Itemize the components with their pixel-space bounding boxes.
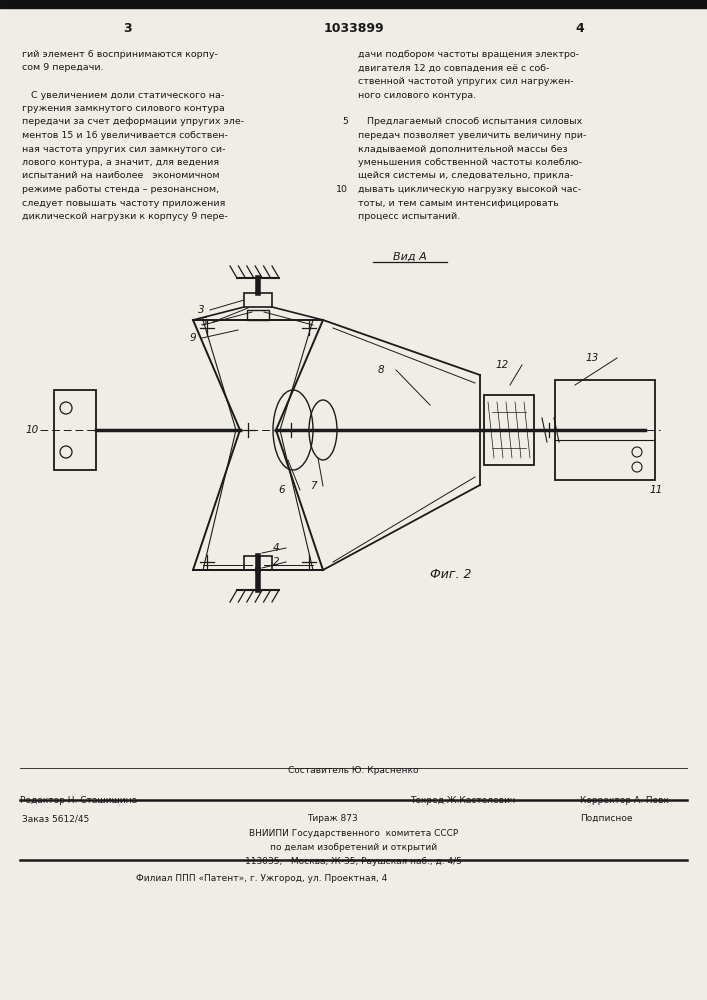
Text: 9: 9 [190, 333, 197, 343]
Text: щейся системы и, следовательно, прикла-: щейся системы и, следовательно, прикла- [358, 172, 573, 180]
Bar [247, 310, 269, 320]
Text: 6: 6 [278, 485, 285, 495]
Text: по делам изобретений и открытий: по делам изобретений и открытий [270, 843, 437, 852]
Text: режиме работы стенда – резонансном,: режиме работы стенда – резонансном, [22, 185, 219, 194]
Text: 7: 7 [310, 481, 317, 491]
Text: 1033899: 1033899 [323, 21, 384, 34]
Text: Заказ 5612/45: Заказ 5612/45 [22, 814, 89, 823]
Text: ВНИИПИ Государственного  комитета СССР: ВНИИПИ Государственного комитета СССР [249, 829, 458, 838]
Text: 3: 3 [198, 305, 204, 315]
Text: диклической нагрузки к корпусу 9 пере-: диклической нагрузки к корпусу 9 пере- [22, 212, 228, 221]
Text: Техред Ж.Кастелевич: Техред Ж.Кастелевич [410, 796, 515, 805]
Text: гружения замкнутого силового контура: гружения замкнутого силового контура [22, 104, 225, 113]
Text: Вид А: Вид А [393, 252, 427, 262]
Text: 4: 4 [273, 543, 280, 553]
Text: испытаний на наиболее   экономичном: испытаний на наиболее экономичном [22, 172, 220, 180]
Text: кладываемой дополнительной массы без: кладываемой дополнительной массы без [358, 144, 568, 153]
Text: Подписное: Подписное [580, 814, 632, 823]
Text: 5: 5 [201, 317, 208, 327]
Bar [484, 395, 534, 465]
Text: ментов 15 и 16 увеличивается собствен-: ментов 15 и 16 увеличивается собствен- [22, 131, 228, 140]
Text: Тираж 873: Тираж 873 [307, 814, 358, 823]
Bar [555, 380, 655, 480]
Text: С увеличением доли статического на-: С увеличением доли статического на- [22, 91, 224, 100]
Text: 10: 10 [336, 185, 348, 194]
Text: ственной частотой упругих сил нагружен-: ственной частотой упругих сил нагружен- [358, 77, 573, 86]
Text: Филиал ППП «Патент», г. Ужгород, ул. Проектная, 4: Филиал ППП «Патент», г. Ужгород, ул. Про… [136, 874, 387, 883]
Bar [54, 390, 96, 470]
Text: 5: 5 [342, 117, 348, 126]
Text: дывать циклическую нагрузку высокой час-: дывать циклическую нагрузку высокой час- [358, 185, 581, 194]
Text: Корректор А. Повх: Корректор А. Повх [580, 796, 669, 805]
Text: следует повышать частоту приложения: следует повышать частоту приложения [22, 198, 226, 208]
Bar [244, 556, 272, 570]
Text: дачи подбором частоты вращения электро-: дачи подбором частоты вращения электро- [358, 50, 579, 59]
Text: 113035,   Москва, Ж-35, Раушская наб., д. 4/5: 113035, Москва, Ж-35, Раушская наб., д. … [245, 857, 462, 866]
Text: 4: 4 [575, 21, 584, 34]
Text: передачи за счет деформации упругих эле-: передачи за счет деформации упругих эле- [22, 117, 244, 126]
Text: ная частота упругих сил замкнутого си-: ная частота упругих сил замкнутого си- [22, 144, 226, 153]
Text: Составитель Ю. Красненко: Составитель Ю. Красненко [288, 766, 419, 775]
Text: сом 9 передачи.: сом 9 передачи. [22, 64, 104, 73]
Text: тоты, и тем самым интенсифицировать: тоты, и тем самым интенсифицировать [358, 198, 559, 208]
Text: гий элемент 6 воспринимаются корпу-: гий элемент 6 воспринимаются корпу- [22, 50, 218, 59]
Text: уменьшения собственной частоты колеблю-: уменьшения собственной частоты колеблю- [358, 158, 582, 167]
Text: Фиг. 2: Фиг. 2 [430, 568, 472, 582]
Text: процесс испытаний.: процесс испытаний. [358, 212, 460, 221]
Text: 8: 8 [378, 365, 385, 375]
Text: 12: 12 [495, 360, 508, 370]
Text: 11: 11 [650, 485, 663, 495]
Text: передач позволяет увеличить величину при-: передач позволяет увеличить величину при… [358, 131, 586, 140]
Bar [0, 0, 707, 8]
Text: 13: 13 [585, 353, 598, 363]
Text: двигателя 12 до совпадения её с соб-: двигателя 12 до совпадения её с соб- [358, 64, 549, 73]
Text: Редактор Н. Сташишина: Редактор Н. Сташишина [20, 796, 137, 805]
Text: лового контура, а значит, для ведения: лового контура, а значит, для ведения [22, 158, 219, 167]
Text: 3: 3 [123, 21, 132, 34]
Bar [244, 293, 272, 307]
Text: Предлагаемый способ испытания силовых: Предлагаемый способ испытания силовых [358, 117, 583, 126]
Text: 2: 2 [273, 557, 280, 567]
Text: ного силового контура.: ного силового контура. [358, 91, 476, 100]
Text: 10: 10 [26, 425, 40, 435]
